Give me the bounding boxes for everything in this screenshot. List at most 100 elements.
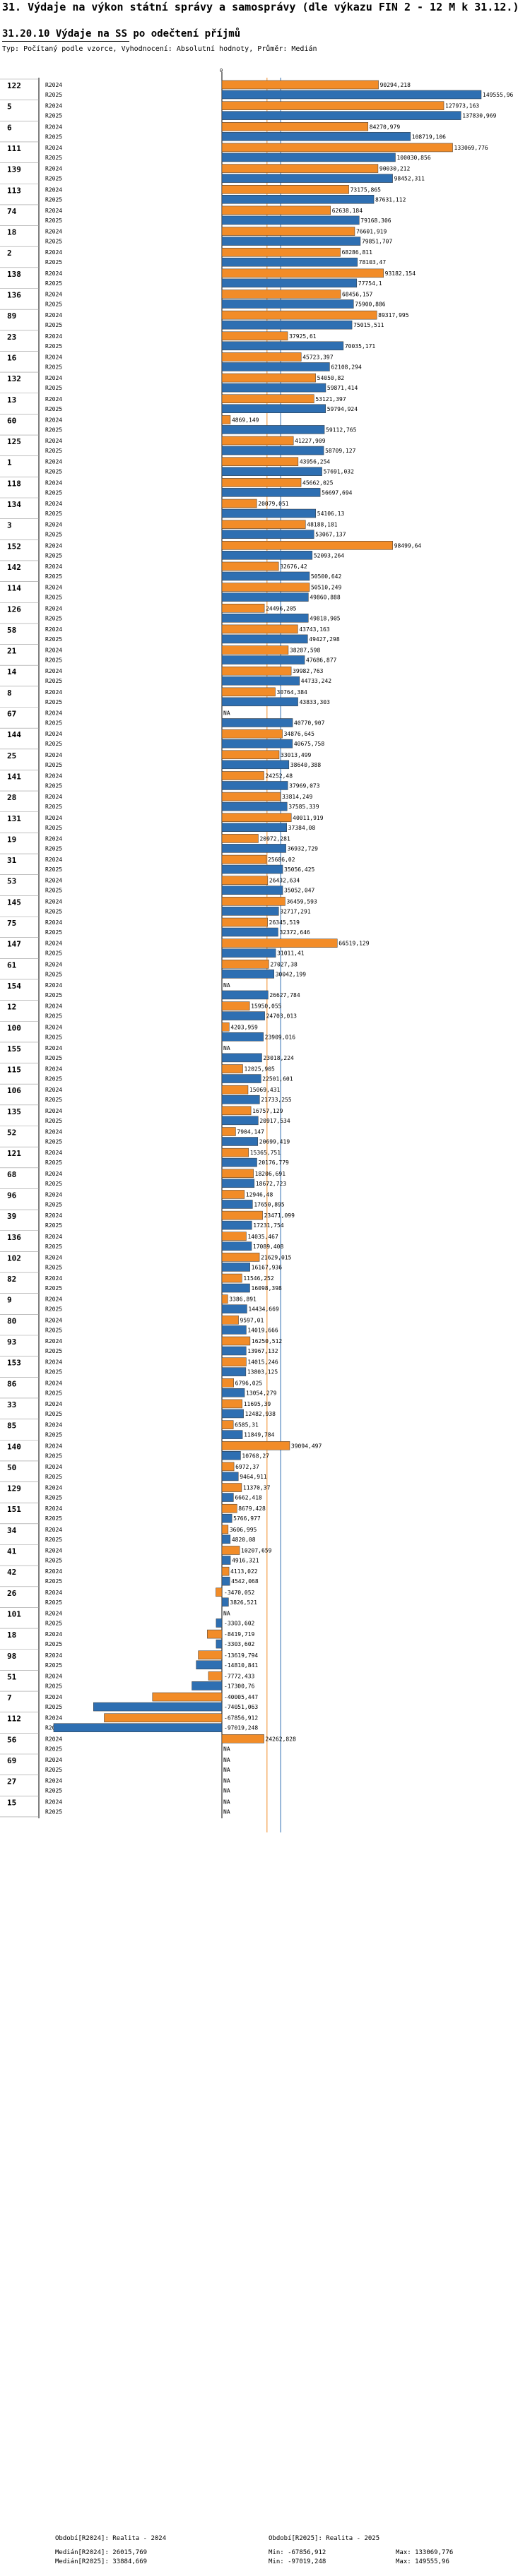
bar-r2024 [208, 1671, 223, 1681]
bar-value-label: 49427,298 [309, 636, 340, 643]
bar-r2025 [221, 237, 361, 246]
bar-r2024 [221, 499, 257, 508]
bar-r2024 [221, 834, 259, 843]
bar-value-label: 45723,397 [302, 354, 334, 360]
series-row-label: R2024 [45, 124, 62, 130]
bar-value-label: 20917,534 [259, 1118, 290, 1124]
bar-r2025 [221, 1430, 243, 1439]
category-label: 144 [7, 730, 21, 739]
category-label: 141 [7, 772, 21, 781]
bar-value-label: 33013,499 [281, 752, 312, 758]
series-row-label: R2024 [45, 1108, 62, 1114]
bar-r2024 [221, 1273, 242, 1283]
category-label: 51 [7, 1672, 17, 1681]
category-label: 89 [7, 311, 16, 321]
bar-r2024 [198, 1650, 223, 1659]
series-row-label: R2024 [45, 1652, 62, 1659]
category-label: 131 [7, 814, 21, 823]
category-label: 102 [7, 1253, 21, 1263]
bar-value-label: NA [223, 1757, 230, 1763]
bar-value-label: -13619,794 [224, 1652, 258, 1659]
bar-value-label: 44733,242 [301, 678, 332, 684]
category-label: 100 [7, 1023, 21, 1032]
category-label: 41 [7, 1547, 17, 1556]
footer-median-2024: Medián[R2024]: 26015,769 [55, 2549, 148, 2556]
series-row-label: R2025 [45, 950, 62, 957]
bar-value-label: 62108,294 [331, 364, 362, 370]
bar-r2025 [221, 1513, 232, 1523]
bar-value-label: -40005,447 [224, 1694, 258, 1700]
category-label: 42 [7, 1568, 16, 1577]
series-row-label: R2024 [45, 1359, 62, 1366]
series-row-label: R2024 [45, 1548, 62, 1554]
bar-value-label: 79851,707 [362, 239, 393, 245]
category-label: 9 [7, 1296, 12, 1305]
bar-value-label: 56697,694 [322, 489, 353, 496]
category-label: 147 [7, 940, 21, 949]
series-row-label: R2025 [45, 133, 62, 140]
bar-value-label: 6662,418 [235, 1495, 262, 1501]
series-row-label: R2024 [45, 354, 62, 360]
category-label: 113 [7, 186, 21, 195]
series-row-label: R2024 [45, 794, 62, 800]
category-label: 136 [7, 291, 21, 300]
series-row-label: R2025 [45, 888, 62, 894]
bar-value-label: 75015,511 [353, 322, 384, 328]
bar-r2025 [221, 1179, 255, 1188]
bar-value-label: 32372,646 [279, 929, 310, 936]
bar-r2025 [221, 864, 283, 874]
series-row-label: R2025 [45, 720, 62, 727]
series-row-label: R2024 [45, 145, 62, 151]
bar-value-label: 137830,969 [462, 113, 496, 119]
category-label: 134 [7, 500, 21, 509]
bar-r2024 [152, 1692, 223, 1702]
bar-r2025 [221, 1095, 260, 1104]
series-row-label: R2025 [45, 1285, 62, 1292]
category-label: 21 [7, 647, 17, 656]
bar-value-label: 30042,199 [276, 971, 307, 977]
series-row-label: R2024 [45, 1212, 62, 1219]
bar-value-label: 47686,877 [306, 657, 337, 664]
series-row-label: R2025 [45, 92, 62, 98]
bar-value-label: 45662,025 [302, 479, 334, 486]
bar-value-label: 11546,252 [243, 1275, 274, 1282]
bar-value-label: 4113,022 [230, 1568, 258, 1575]
bar-r2024 [221, 122, 369, 131]
series-row-label: R2024 [45, 542, 62, 549]
bar-r2024 [221, 541, 393, 550]
bar-value-label: -3470,052 [224, 1590, 255, 1596]
bar-value-label: 13967,132 [247, 1348, 278, 1354]
bar-value-label: 53067,137 [315, 532, 346, 538]
bar-value-label: 17231,754 [253, 1222, 284, 1229]
category-label: 50 [7, 1463, 16, 1472]
series-row-label: R2024 [45, 1757, 62, 1763]
series-row-label: R2024 [45, 1778, 62, 1784]
bar-value-label: 20699,419 [259, 1139, 290, 1145]
series-row-label: R2025 [45, 1348, 62, 1354]
series-row-label: R2025 [45, 678, 62, 684]
category-label: 18 [7, 228, 16, 237]
bar-r2025 [221, 530, 314, 539]
bar-r2025 [221, 1304, 247, 1313]
category-label: 68 [7, 1170, 16, 1179]
bar-value-label: 90030,212 [379, 166, 411, 172]
bar-r2025 [221, 948, 276, 958]
series-row-label: R2025 [45, 741, 62, 747]
category-label: 125 [7, 437, 21, 446]
category-label: 15 [7, 1798, 16, 1807]
bar-r2025 [221, 299, 354, 309]
category-label: 126 [7, 604, 21, 614]
series-row-label: R2024 [45, 564, 62, 570]
series-row-label: R2024 [45, 186, 62, 193]
bar-r2024 [221, 101, 444, 110]
series-row-label: R2024 [45, 1150, 62, 1156]
bar-value-label: 23909,016 [265, 1034, 296, 1040]
bar-r2024 [221, 185, 349, 194]
category-label: 8 [7, 688, 12, 698]
series-row-label: R2025 [45, 1683, 62, 1689]
bar-value-label: 59794,924 [327, 406, 358, 412]
bar-value-label: -67856,912 [224, 1715, 258, 1722]
bar-r2025 [221, 1367, 247, 1376]
series-row-label: R2024 [45, 1066, 62, 1073]
bar-value-label: 50500,642 [311, 573, 342, 580]
